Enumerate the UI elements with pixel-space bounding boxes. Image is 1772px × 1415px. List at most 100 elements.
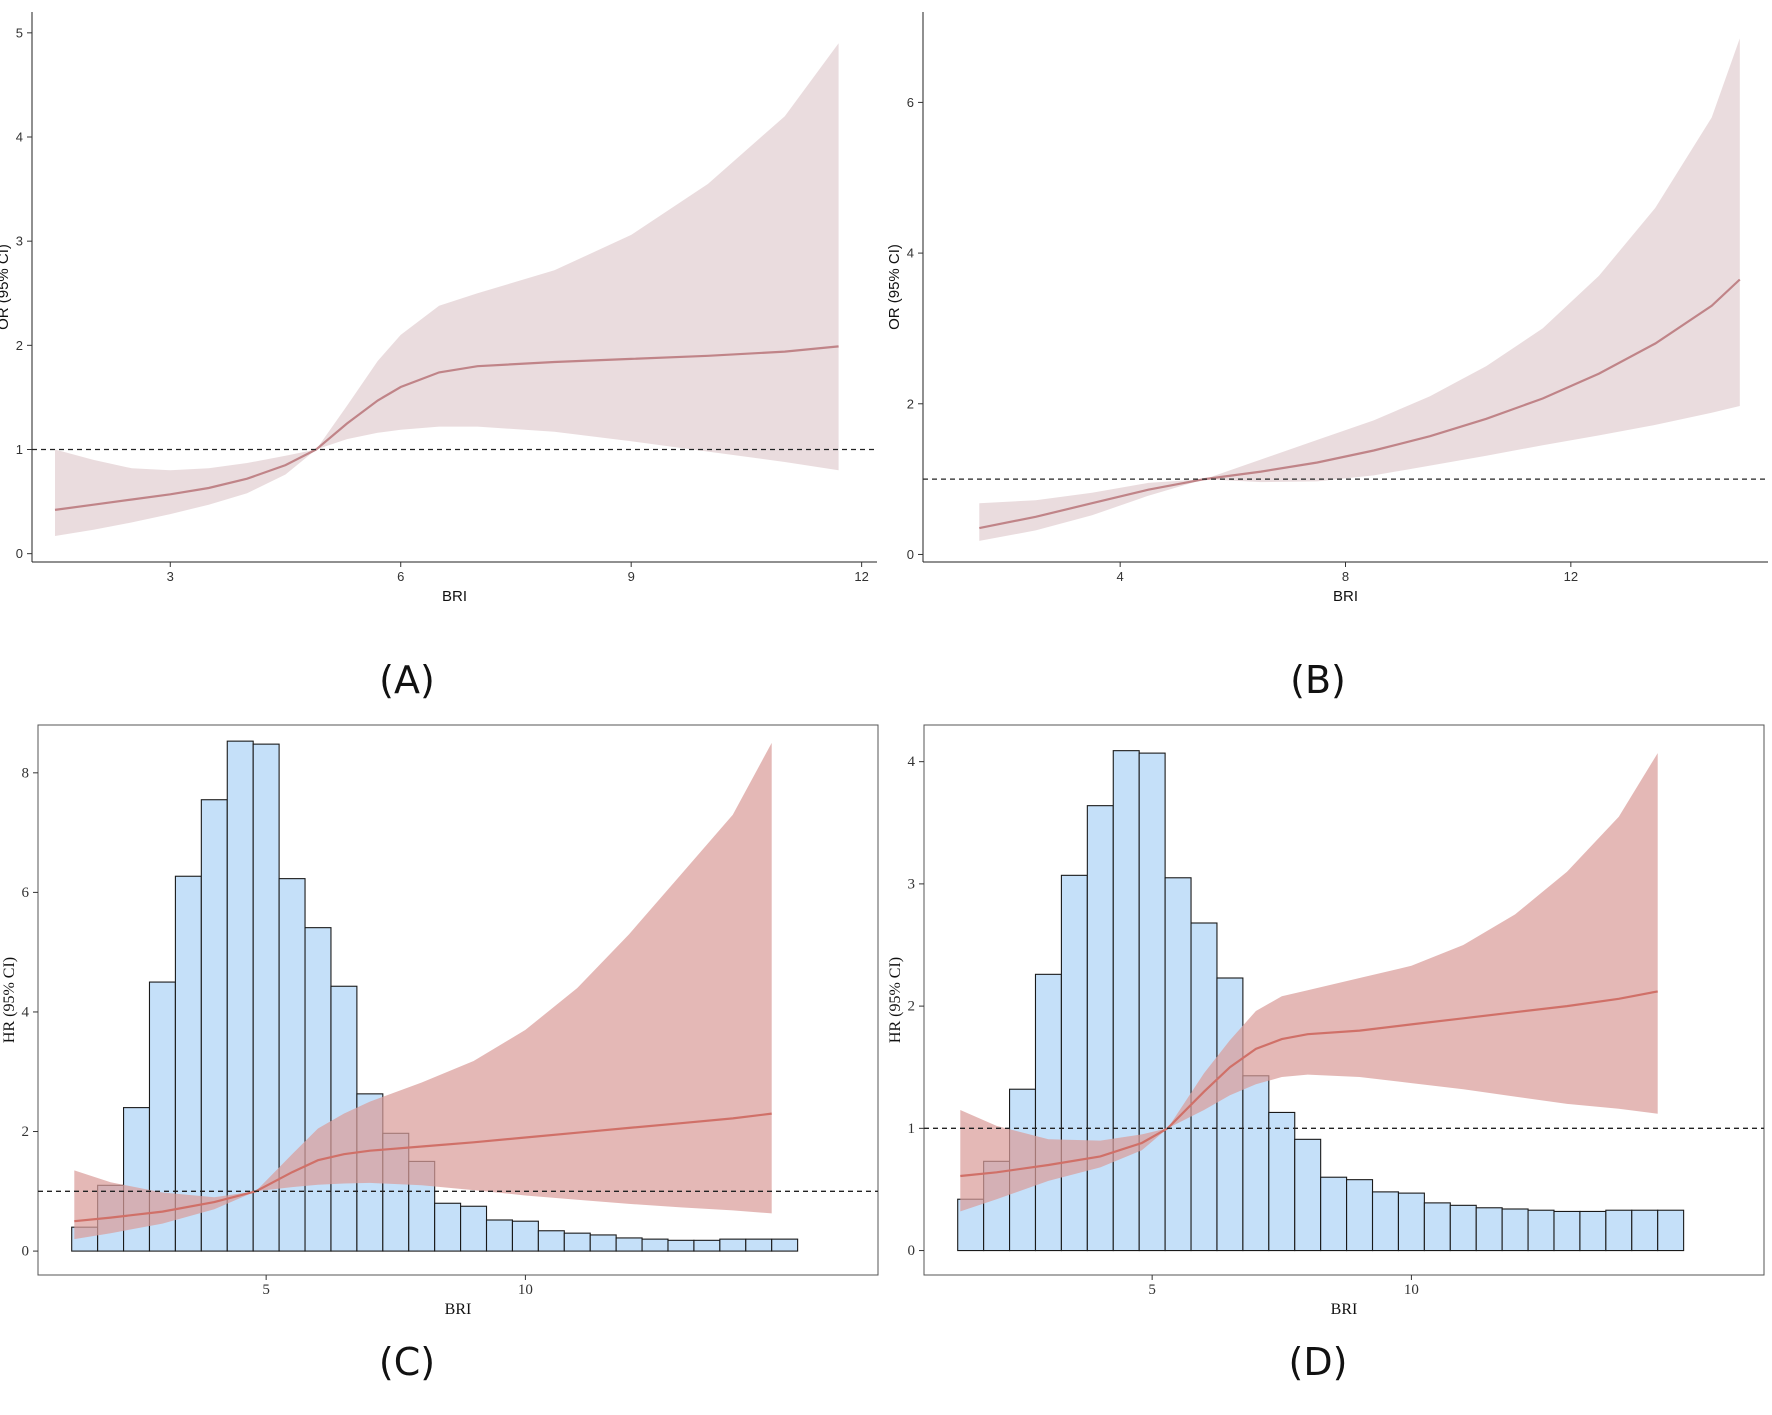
chart-c-hist-bar	[693, 1239, 721, 1252]
chart-a-x-tick-label: 6	[397, 569, 404, 584]
chart-a-ci-band	[55, 43, 839, 537]
chart-d-hist-bar	[1086, 805, 1114, 1252]
chart-c-x-tick-label: 10	[518, 1282, 533, 1298]
chart-d-hist-bar	[1579, 1210, 1607, 1252]
chart-a-y-tick-label: 4	[16, 130, 23, 145]
chart-d-ci-band	[960, 753, 1658, 1212]
chart-d-x-tick-label: 10	[1404, 1282, 1419, 1298]
chart-c-hist-bar	[200, 799, 228, 1252]
chart-d-hist-bar	[1553, 1210, 1581, 1252]
chart-a-y-tick-label: 2	[16, 338, 23, 353]
chart-d-hist-bar	[1112, 750, 1140, 1252]
chart-b-y-tick-label: 6	[907, 95, 914, 110]
panel-label-b: (B)	[1290, 658, 1346, 702]
chart-d-svg: 5 10 0 1 2 3 4 BRI HR (95% CI)	[887, 724, 1765, 1318]
chart-c-hist-bar	[537, 1230, 565, 1252]
chart-d-y-tick-label: 0	[908, 1243, 916, 1259]
chart-d-curve	[960, 990, 1658, 1178]
chart-d-x-axis-title: BRI	[1331, 1301, 1358, 1318]
panel-label-a: (A)	[379, 658, 435, 702]
panel-label-d: (D)	[1288, 1340, 1348, 1384]
chart-a-x-tick-label: 12	[854, 569, 868, 584]
chart-c-hist-bar	[278, 878, 306, 1252]
panel-label-c: (C)	[378, 1340, 436, 1384]
chart-c-svg: 5 10 0 2 4 6 8 BRI HR (95% CI)	[1, 724, 879, 1318]
chart-d-hist-bar	[1449, 1204, 1477, 1252]
chart-a-y-tick-label: 5	[16, 25, 23, 40]
chart-d-hist-bar	[1268, 1111, 1296, 1252]
chart-c-frame	[37, 724, 879, 1276]
chart-a-y-axis-title: OR (95% CI)	[0, 244, 12, 330]
chart-b-y-tick-label: 0	[907, 547, 914, 562]
chart-a-y-tick-label: 0	[16, 546, 23, 561]
chart-b-svg: 4 8 12 0 2 4 6 BRI OR (95% CI)	[886, 12, 1768, 605]
chart-c-x-tick-label: 5	[262, 1282, 270, 1298]
chart-d-hist-bar	[1631, 1209, 1659, 1252]
chart-d-hist-bar	[1346, 1179, 1374, 1252]
chart-b-x-axis-title: BRI	[1333, 588, 1358, 605]
chart-a-y-tick-label: 1	[16, 442, 23, 457]
chart-d-frame	[923, 724, 1765, 1276]
chart-c-y-tick-label: 8	[22, 765, 30, 781]
chart-a-x-tick-label: 3	[167, 569, 174, 584]
chart-d-hist-bar	[1216, 977, 1244, 1252]
chart-c-hist-bar	[719, 1238, 747, 1252]
chart-c-curve	[74, 1112, 772, 1223]
chart-d-hist-bar	[1501, 1208, 1529, 1252]
chart-c-y-tick-label: 4	[22, 1004, 30, 1020]
chart-d-hist-bar	[1397, 1192, 1425, 1252]
chart-b-y-axis-title: OR (95% CI)	[886, 244, 903, 330]
chart-d-y-tick-label: 1	[908, 1121, 916, 1137]
chart-d-hist-bar	[1138, 752, 1166, 1252]
chart-c-hist-bar	[745, 1238, 773, 1252]
chart-a-y-tick-label: 3	[16, 234, 23, 249]
chart-c-y-tick-label: 2	[22, 1124, 30, 1140]
chart-panel-b: 4 8 12 0 2 4 6 BRI OR (95% CI)	[886, 0, 1772, 605]
chart-d-hist-bar	[1060, 874, 1088, 1252]
chart-d-hist-bar	[1320, 1176, 1348, 1252]
chart-d-histogram	[957, 750, 1685, 1252]
chart-c-hist-bar	[615, 1237, 643, 1252]
chart-c-hist-bar	[226, 740, 254, 1252]
chart-c-hist-bar	[434, 1202, 462, 1252]
chart-b-x-tick-label: 8	[1342, 569, 1349, 584]
chart-d-y-axis-title: HR (95% CI)	[887, 957, 904, 1043]
chart-a-curve	[54, 345, 839, 511]
chart-d-y-tick-label: 4	[908, 754, 916, 770]
chart-panel-a: 3 6 9 12 0 1 2 3 4 5 BRI OR (95% CI)	[0, 0, 886, 605]
chart-b-curve	[979, 278, 1741, 530]
chart-c-hist-bar	[304, 927, 332, 1252]
chart-c-hist-bar	[460, 1205, 488, 1252]
chart-c-y-tick-label: 6	[22, 885, 30, 901]
chart-c-hist-bar	[511, 1220, 539, 1252]
chart-d-hist-bar	[1605, 1209, 1633, 1252]
chart-d-y-tick-label: 3	[908, 876, 916, 892]
chart-c-hist-bar	[563, 1232, 591, 1252]
chart-d-hist-bar	[1034, 973, 1062, 1252]
chart-c-hist-bar	[485, 1219, 513, 1252]
chart-c-hist-bar	[174, 875, 202, 1252]
chart-c-hist-bar	[589, 1234, 617, 1252]
chart-b-y-tick-label: 4	[907, 246, 914, 261]
chart-a-x-tick-label: 9	[628, 569, 635, 584]
chart-d-hist-bar	[1371, 1191, 1399, 1252]
chart-d-hist-bar	[1423, 1202, 1451, 1252]
chart-c-hist-bar	[771, 1238, 799, 1252]
chart-d-x-tick-label: 5	[1148, 1282, 1156, 1298]
chart-d-hist-bar	[1164, 877, 1192, 1252]
chart-c-x-axis-title: BRI	[445, 1301, 472, 1318]
chart-d-hist-bar	[1657, 1209, 1685, 1252]
chart-c-y-axis-title: HR (95% CI)	[1, 957, 18, 1043]
chart-panel-c: 5 10 0 2 4 6 8 BRI HR (95% CI)	[0, 715, 886, 1318]
chart-c-hist-bar	[667, 1239, 695, 1252]
chart-b-ci-band	[979, 38, 1740, 541]
chart-panel-d: 5 10 0 1 2 3 4 BRI HR (95% CI)	[886, 715, 1772, 1318]
chart-b-y-tick-label: 2	[907, 396, 914, 411]
chart-d-y-tick-label: 2	[908, 999, 916, 1015]
chart-d-hist-bar	[1475, 1207, 1503, 1252]
chart-d-hist-bar	[1242, 1075, 1270, 1252]
chart-a-x-axis-title: BRI	[442, 588, 467, 605]
chart-c-hist-bar	[641, 1238, 669, 1252]
chart-c-y-tick-label: 0	[22, 1244, 30, 1260]
